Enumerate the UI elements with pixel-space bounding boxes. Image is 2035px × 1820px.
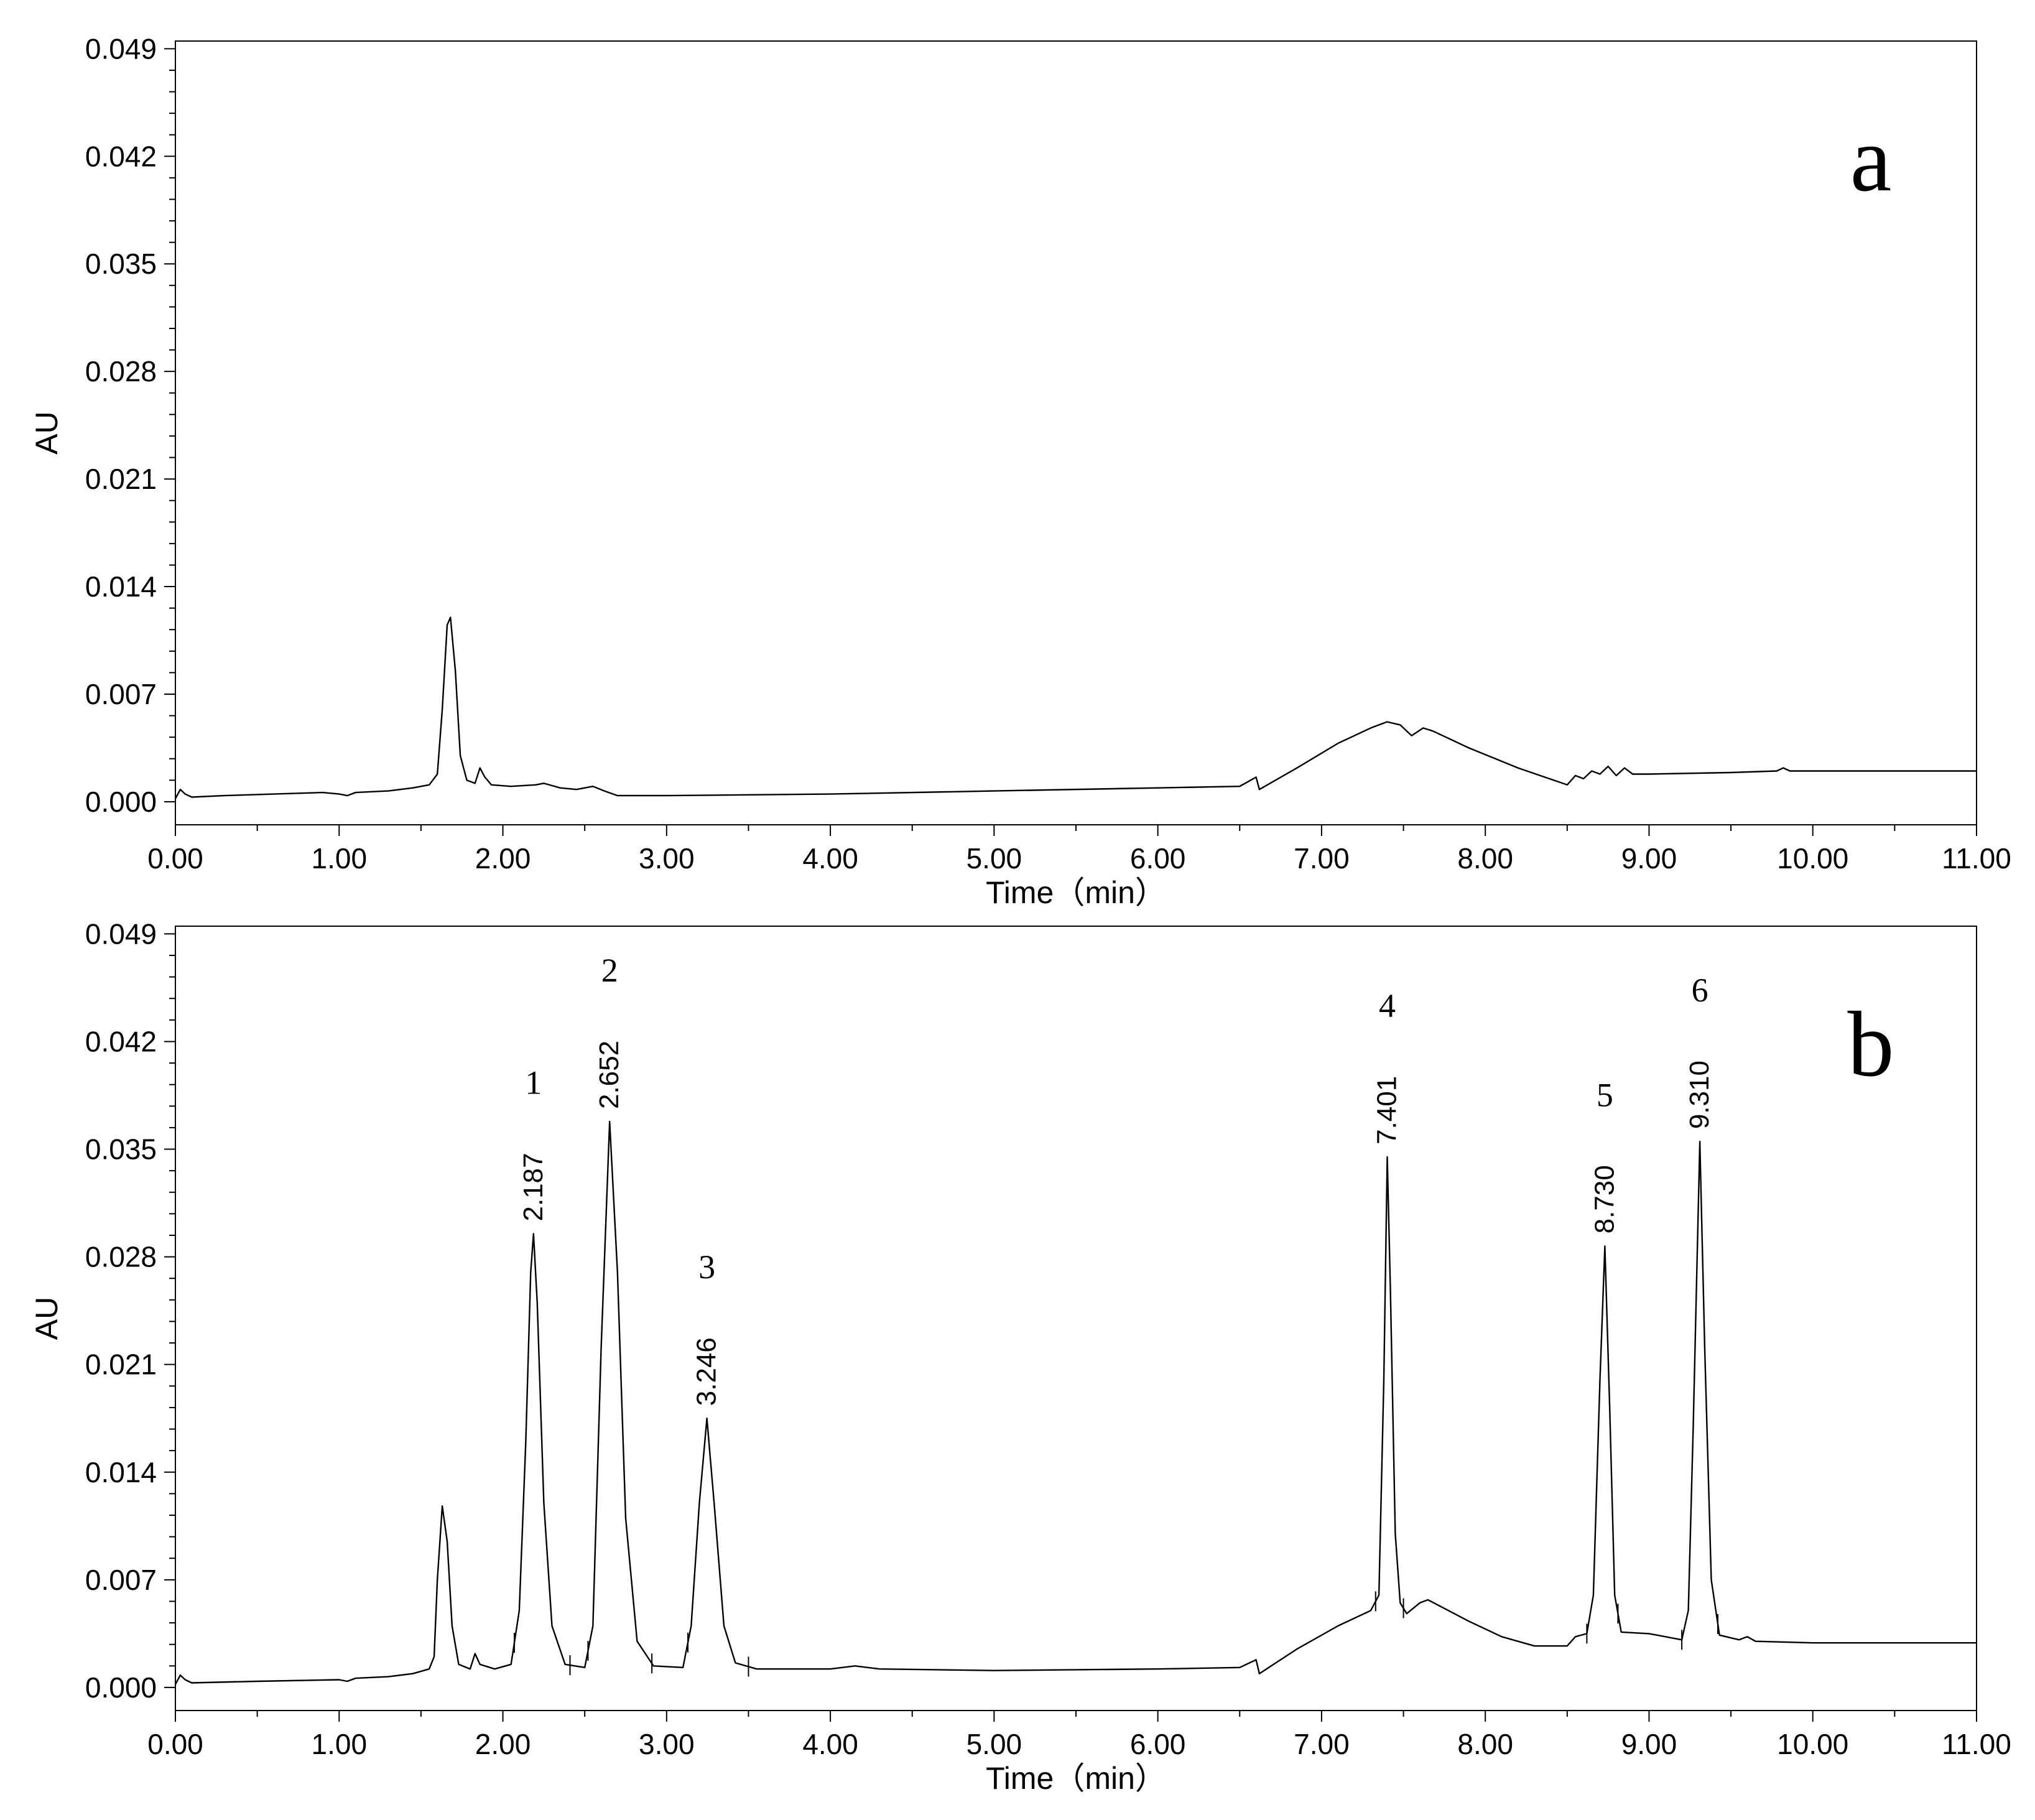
- retention-time-label: 2.187: [518, 1153, 549, 1221]
- retention-time-label: 8.730: [1589, 1165, 1620, 1233]
- y-tick-label: 0.000: [85, 1671, 157, 1704]
- panel-label: b: [1848, 993, 1894, 1096]
- y-tick-label: 0.049: [85, 32, 157, 65]
- x-tick-label: 1.00: [312, 842, 368, 875]
- x-tick-label: 7.00: [1294, 1728, 1350, 1760]
- x-tick-label: 10.00: [1777, 1728, 1848, 1760]
- y-tick-label: 0.014: [85, 570, 157, 603]
- y-tick-label: 0.042: [85, 140, 157, 172]
- peak-number-label: 5: [1597, 1076, 1613, 1113]
- y-tick-label: 0.007: [85, 1564, 157, 1596]
- x-tick-label: 9.00: [1621, 1728, 1677, 1760]
- x-tick-label: 4.00: [802, 842, 858, 875]
- y-tick-label: 0.028: [85, 1241, 157, 1273]
- chart-panel-a: 0.00 1.00 2.00 3.00 4.00 5.00 6.00 7.00 8.00 9.00…: [29, 32, 2011, 910]
- retention-time-label: 2.652: [594, 1041, 624, 1109]
- y-tick-label: 0.035: [85, 1133, 157, 1166]
- x-tick-label: 11.00: [1942, 1728, 2011, 1760]
- x-tick-label: 5.00: [967, 842, 1022, 875]
- peak-number-label: 6: [1692, 972, 1708, 1009]
- y-axis-title: AU: [29, 1297, 64, 1340]
- peak-number-label: 2: [601, 952, 618, 989]
- y-tick-label: 0.021: [85, 463, 157, 495]
- x-tick-label: 9.00: [1621, 842, 1677, 875]
- x-tick-label: 6.00: [1130, 842, 1186, 875]
- y-tick-label: 0.014: [85, 1456, 157, 1488]
- x-tick-label: 3.00: [639, 1728, 695, 1760]
- y-tick-label: 0.028: [85, 355, 157, 388]
- peak-number-label: 1: [525, 1064, 542, 1102]
- y-tick-label: 0.000: [85, 786, 157, 818]
- y-tick-label: 0.021: [85, 1349, 157, 1381]
- x-tick-label: 1.00: [312, 1728, 368, 1760]
- x-tick-label: 2.00: [475, 842, 531, 875]
- chromatogram-trace: [174, 1120, 1977, 1685]
- x-tick-label: 0.00: [147, 842, 203, 875]
- y-axis-title: AU: [29, 411, 64, 454]
- x-tick-label: 8.00: [1457, 842, 1513, 875]
- x-axis-title: Time（min）: [986, 1761, 1166, 1796]
- x-tick-label: 2.00: [475, 1728, 531, 1760]
- y-tick-label: 0.035: [85, 248, 157, 280]
- chromatogram-trace: [174, 616, 1977, 799]
- plot-frame: [175, 926, 1977, 1711]
- panel-label: a: [1850, 108, 1892, 211]
- x-tick-label: 8.00: [1457, 1728, 1513, 1760]
- plot-frame: [175, 40, 1977, 825]
- x-tick-label: 6.00: [1130, 1728, 1186, 1760]
- x-tick-label: 11.00: [1942, 842, 2011, 875]
- retention-time-label: 9.310: [1684, 1061, 1715, 1129]
- x-tick-label: 10.00: [1777, 842, 1848, 875]
- peak-number-label: 4: [1379, 987, 1396, 1024]
- chart-panel-b: 0.00 1.00 2.00 3.00 4.00 5.00 6.00 7.00 8.00 9.00…: [29, 917, 2011, 1796]
- peak-number-label: 3: [698, 1248, 715, 1286]
- x-tick-label: 7.00: [1294, 842, 1350, 875]
- retention-time-label: 3.246: [692, 1337, 722, 1406]
- y-tick-label: 0.042: [85, 1025, 157, 1057]
- x-tick-label: 5.00: [967, 1728, 1022, 1760]
- x-axis-title: Time（min）: [986, 875, 1166, 910]
- y-tick-label: 0.049: [85, 917, 157, 950]
- y-tick-label: 0.007: [85, 678, 157, 710]
- retention-time-label: 7.401: [1371, 1076, 1402, 1144]
- x-tick-label: 4.00: [802, 1728, 858, 1760]
- x-tick-label: 0.00: [147, 1728, 203, 1760]
- x-tick-label: 3.00: [639, 842, 695, 875]
